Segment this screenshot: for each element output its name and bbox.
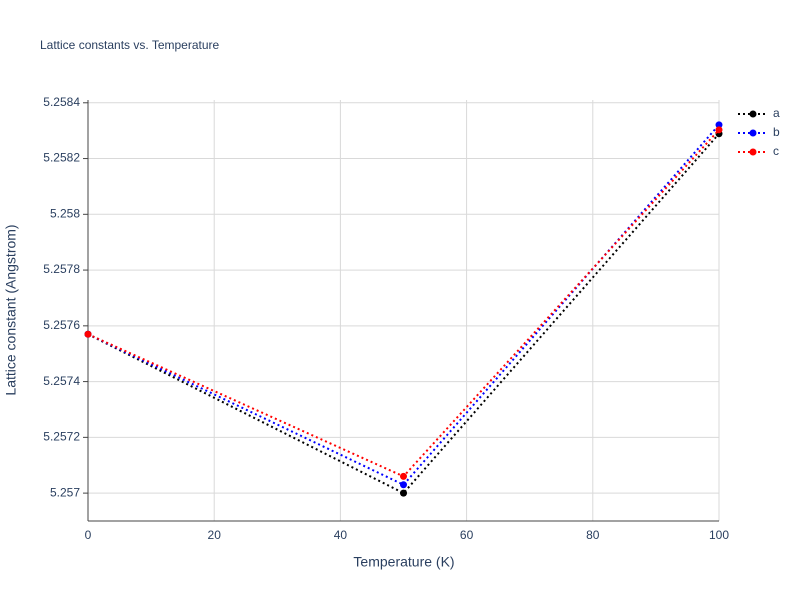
chart-title: Lattice constants vs. Temperature: [40, 38, 220, 52]
legend-marker: [749, 129, 757, 137]
legend-marker: [749, 148, 757, 156]
x-tick-label: 0: [85, 528, 92, 542]
point: [400, 481, 407, 489]
series-line: [87, 129, 720, 478]
y-tick-label: 5.2572: [43, 430, 80, 444]
x-tick-label: 40: [334, 528, 348, 542]
series-line: [87, 124, 720, 486]
y-tick-label: 5.2584: [43, 95, 80, 109]
y-axis-label: Lattice constant (Angstrom): [3, 224, 19, 395]
x-tick-label: 100: [709, 528, 729, 542]
legend-label: c: [773, 144, 779, 158]
series-line: [87, 133, 720, 495]
point: [400, 472, 407, 480]
x-tick-label: 20: [208, 528, 222, 542]
y-tick-label: 5.2582: [43, 151, 80, 165]
legend-label: a: [773, 106, 780, 120]
y-tick-label: 5.2574: [43, 374, 80, 388]
y-tick-label: 5.2578: [43, 262, 80, 276]
x-tick-label: 60: [460, 528, 474, 542]
y-tick-label: 5.257: [50, 485, 80, 499]
point: [84, 330, 92, 338]
legend-label: b: [773, 125, 780, 139]
legend-marker: [749, 110, 757, 118]
y-tick-label: 5.2576: [43, 318, 80, 332]
point: [715, 126, 723, 134]
point: [400, 489, 407, 497]
y-tick-label: 5.258: [50, 206, 80, 220]
x-axis-label: Temperature (K): [353, 554, 454, 570]
x-tick-label: 80: [586, 528, 600, 542]
point: [715, 121, 723, 129]
